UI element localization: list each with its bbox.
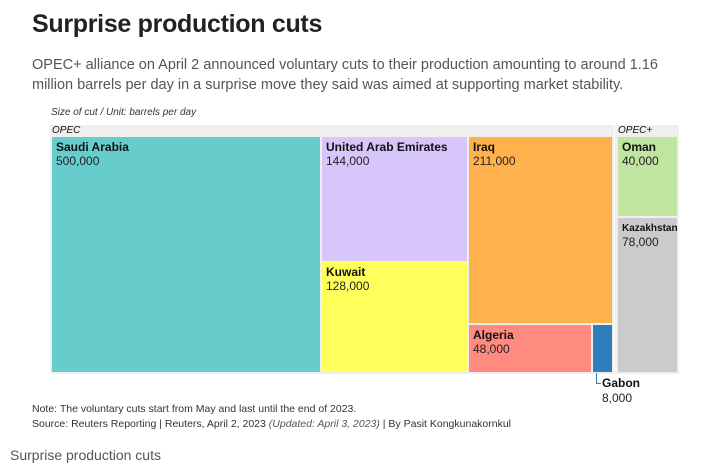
cell-united-arab-emirates[interactable]: United Arab Emirates 144,000 (322, 137, 467, 261)
cell-value: 48,000 (473, 342, 510, 356)
cell-name: Oman (622, 140, 657, 154)
cell-name: Kuwait (326, 265, 366, 279)
cell-kuwait[interactable]: Kuwait 128,000 (322, 262, 467, 372)
cell-value: 144,000 (326, 154, 370, 168)
cell-algeria[interactable]: Algeria 48,000 (469, 325, 591, 372)
cell-value: 500,000 (56, 154, 100, 168)
chart-subtitle: OPEC+ alliance on April 2 announced volu… (32, 57, 658, 93)
figure-caption: Surprise production cuts (10, 447, 161, 463)
cell-kazakhstan[interactable]: Kazakhstan 78,000 (618, 218, 678, 372)
cell-name: Iraq (473, 140, 496, 154)
gabon-callout-line (596, 373, 601, 384)
source-prefix: Source: Reuters Reporting | Reuters, Apr… (32, 418, 269, 430)
cell-value: 128,000 (326, 279, 370, 293)
cell-name: United Arab Emirates (326, 140, 448, 154)
cell-name: Saudi Arabia (56, 140, 129, 154)
cell-value: 211,000 (473, 154, 516, 168)
cell-name: Kazakhstan (622, 223, 678, 234)
group-label-opec: OPEC (52, 125, 81, 136)
chart-title: Surprise production cuts (32, 10, 323, 38)
source-text: Source: Reuters Reporting | Reuters, Apr… (32, 417, 511, 432)
cell-value: 78,000 (622, 235, 659, 249)
cell-value: 40,000 (622, 154, 659, 168)
unit-label: Size of cut / Unit: barrels per day (51, 107, 197, 118)
group-label-opec-plus: OPEC+ (618, 125, 653, 136)
source-suffix: | By Pasit Kongkunakornkul (379, 418, 512, 430)
gabon-callout-name: Gabon (602, 376, 640, 390)
source-updated: (Updated: April 3, 2023) (268, 418, 380, 430)
cell-saudi-arabia[interactable]: Saudi Arabia 500,000 (52, 137, 320, 372)
cell-iraq[interactable]: Iraq 211,000 (469, 137, 612, 323)
cell-oman[interactable]: Oman 40,000 (618, 137, 677, 216)
gabon-callout-value: 8,000 (602, 391, 633, 405)
cell-gabon[interactable] (593, 325, 612, 372)
cell-name: Algeria (473, 328, 514, 342)
note-text: Note: The voluntary cuts start from May … (32, 403, 357, 415)
footnote: Note: The voluntary cuts start from May … (32, 402, 511, 432)
